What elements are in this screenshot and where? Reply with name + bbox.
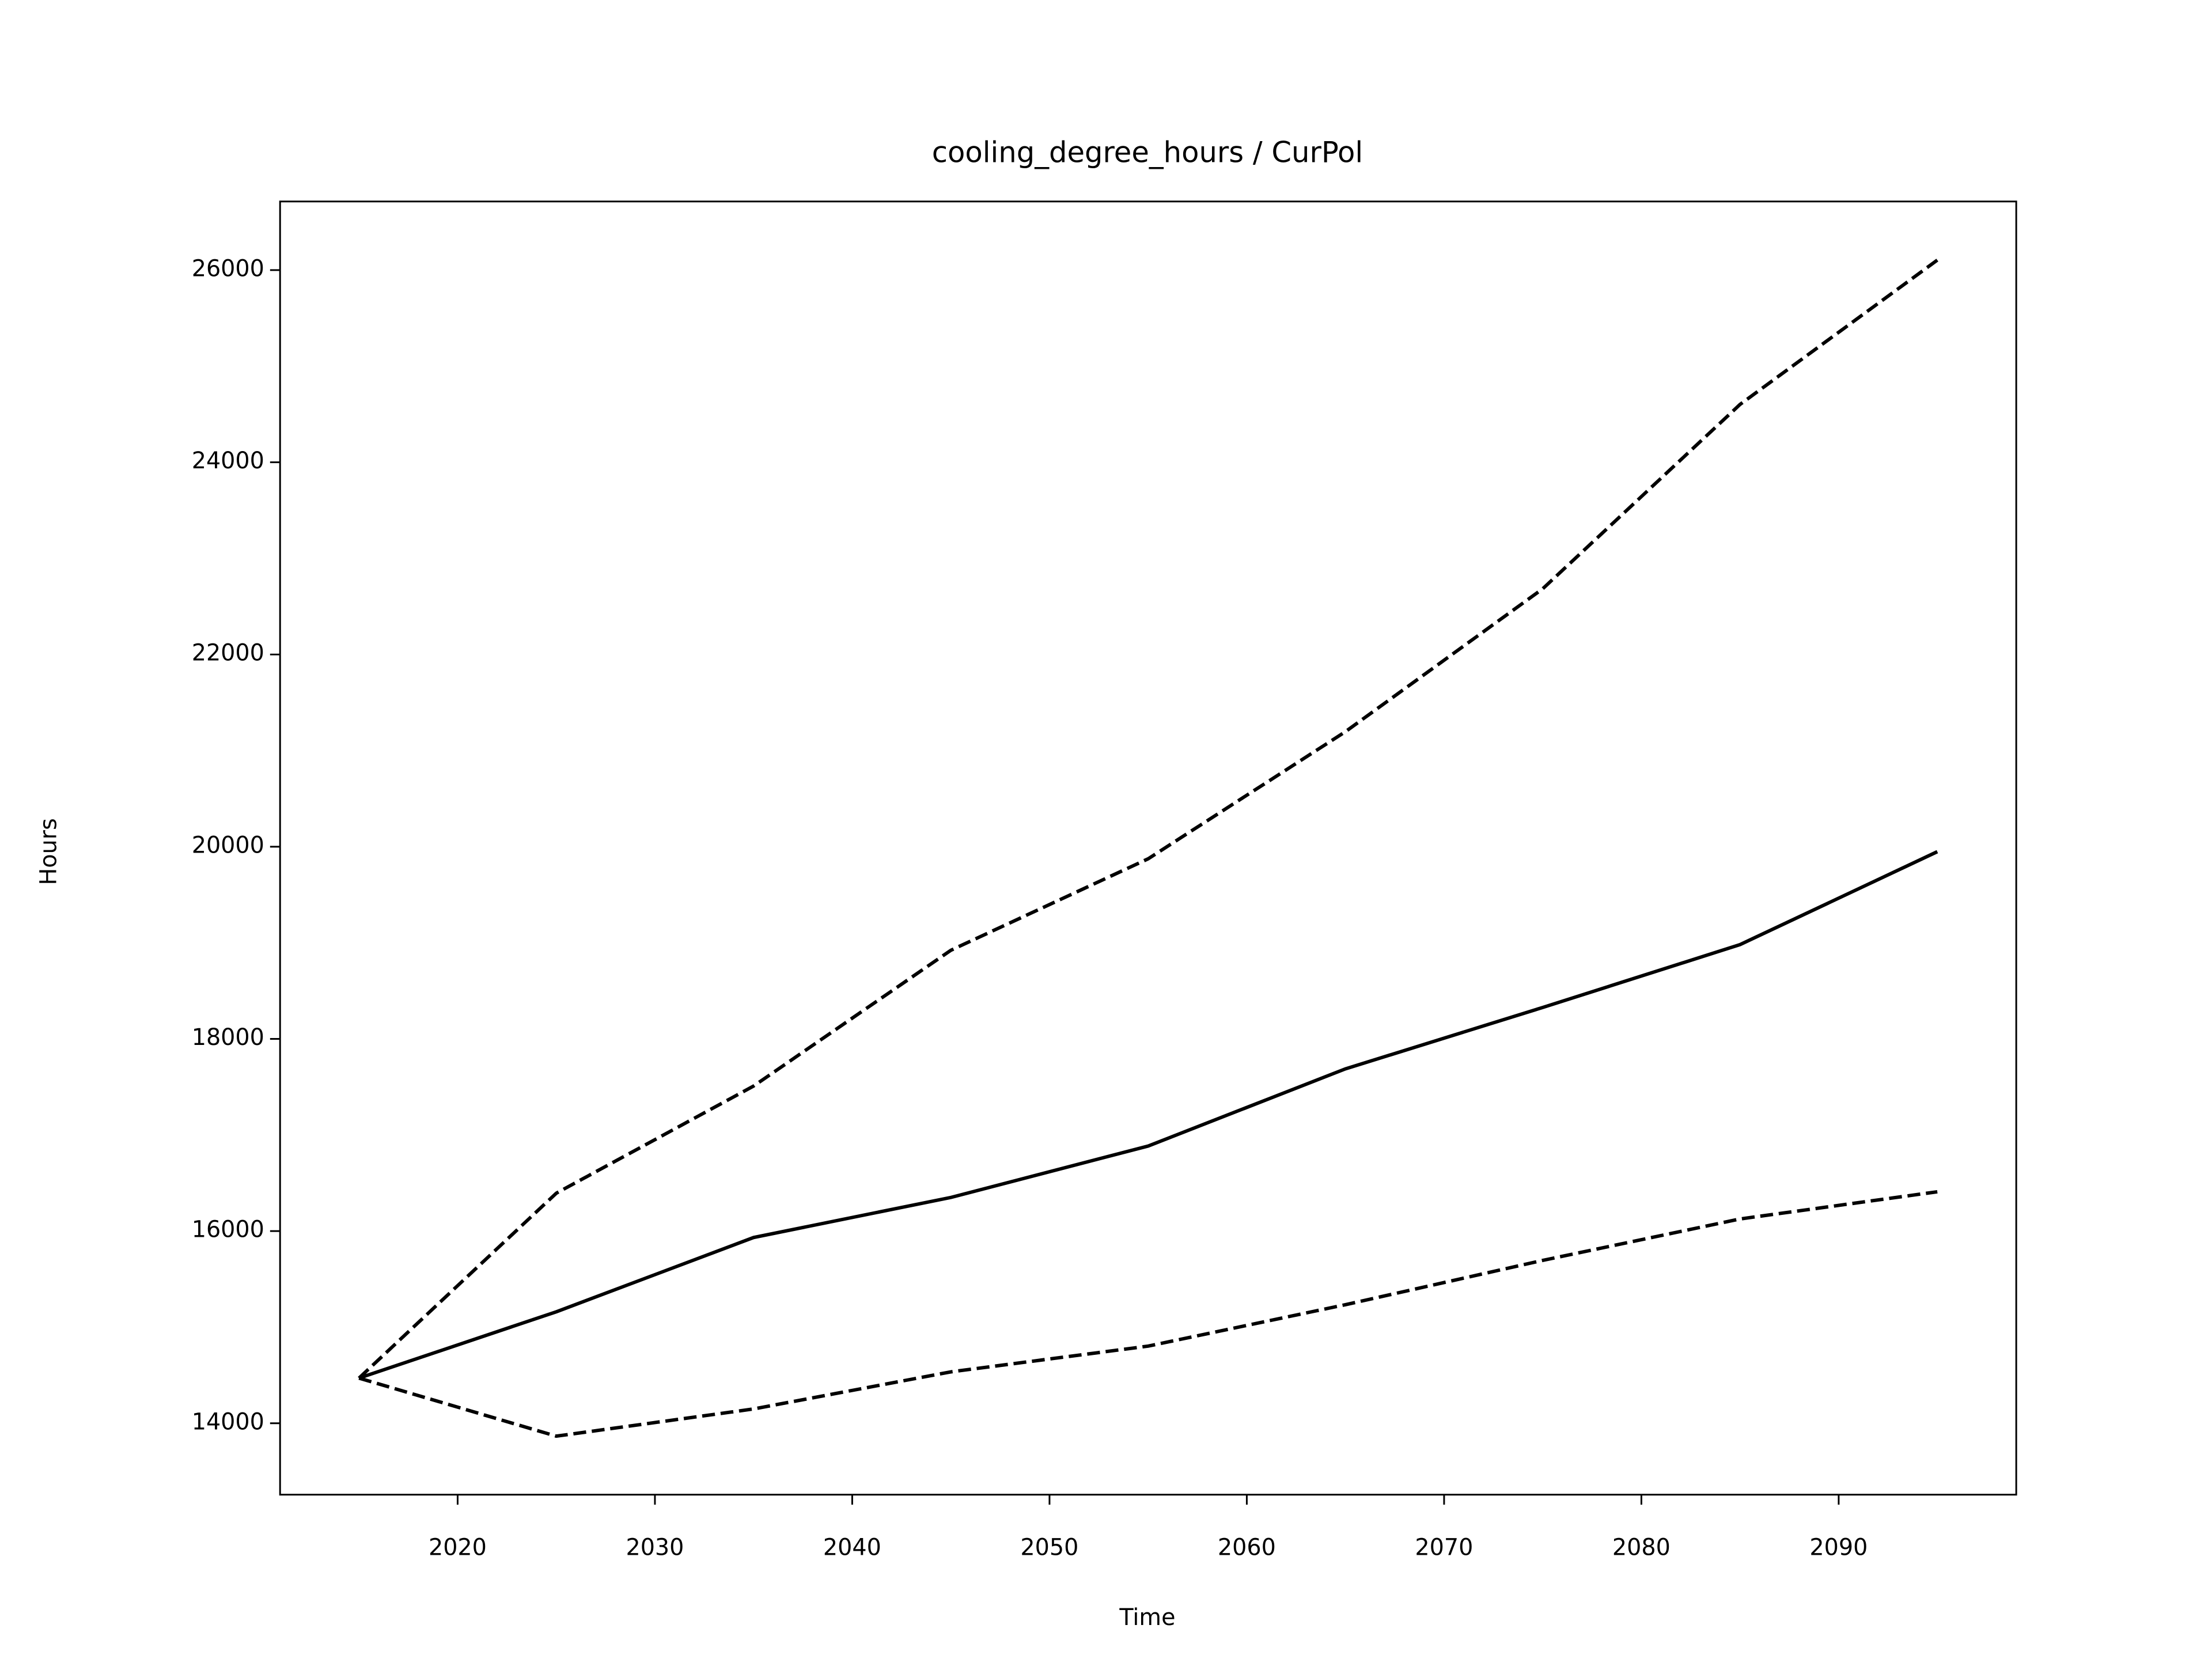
x-tick-label: 2090 xyxy=(1809,1534,1868,1560)
x-tick-label: 2020 xyxy=(429,1534,487,1560)
y-axis-label: Hours xyxy=(35,818,62,885)
series-line xyxy=(358,850,1938,1380)
y-tick-label: 16000 xyxy=(192,1217,264,1243)
y-tick-label: 26000 xyxy=(192,255,264,282)
y-tick-label: 20000 xyxy=(192,832,264,858)
x-tick-label: 2040 xyxy=(823,1534,881,1560)
series-line xyxy=(358,259,1938,1380)
x-tick-label: 2050 xyxy=(1020,1534,1078,1560)
x-tick-label: 2060 xyxy=(1218,1534,1276,1560)
x-tick-label: 2070 xyxy=(1415,1534,1473,1560)
chart-title: cooling_degree_hours / CurPol xyxy=(932,135,1363,169)
x-axis-label: Time xyxy=(1119,1604,1175,1631)
x-tick-label: 2080 xyxy=(1612,1534,1671,1560)
y-tick-label: 24000 xyxy=(192,448,264,474)
y-tick-label: 22000 xyxy=(192,640,264,666)
x-tick-label: 2030 xyxy=(626,1534,684,1560)
y-tick-label: 14000 xyxy=(192,1408,264,1435)
y-tick-label: 18000 xyxy=(192,1024,264,1051)
series-line xyxy=(358,1190,1938,1438)
plot-frame xyxy=(279,200,2017,1496)
